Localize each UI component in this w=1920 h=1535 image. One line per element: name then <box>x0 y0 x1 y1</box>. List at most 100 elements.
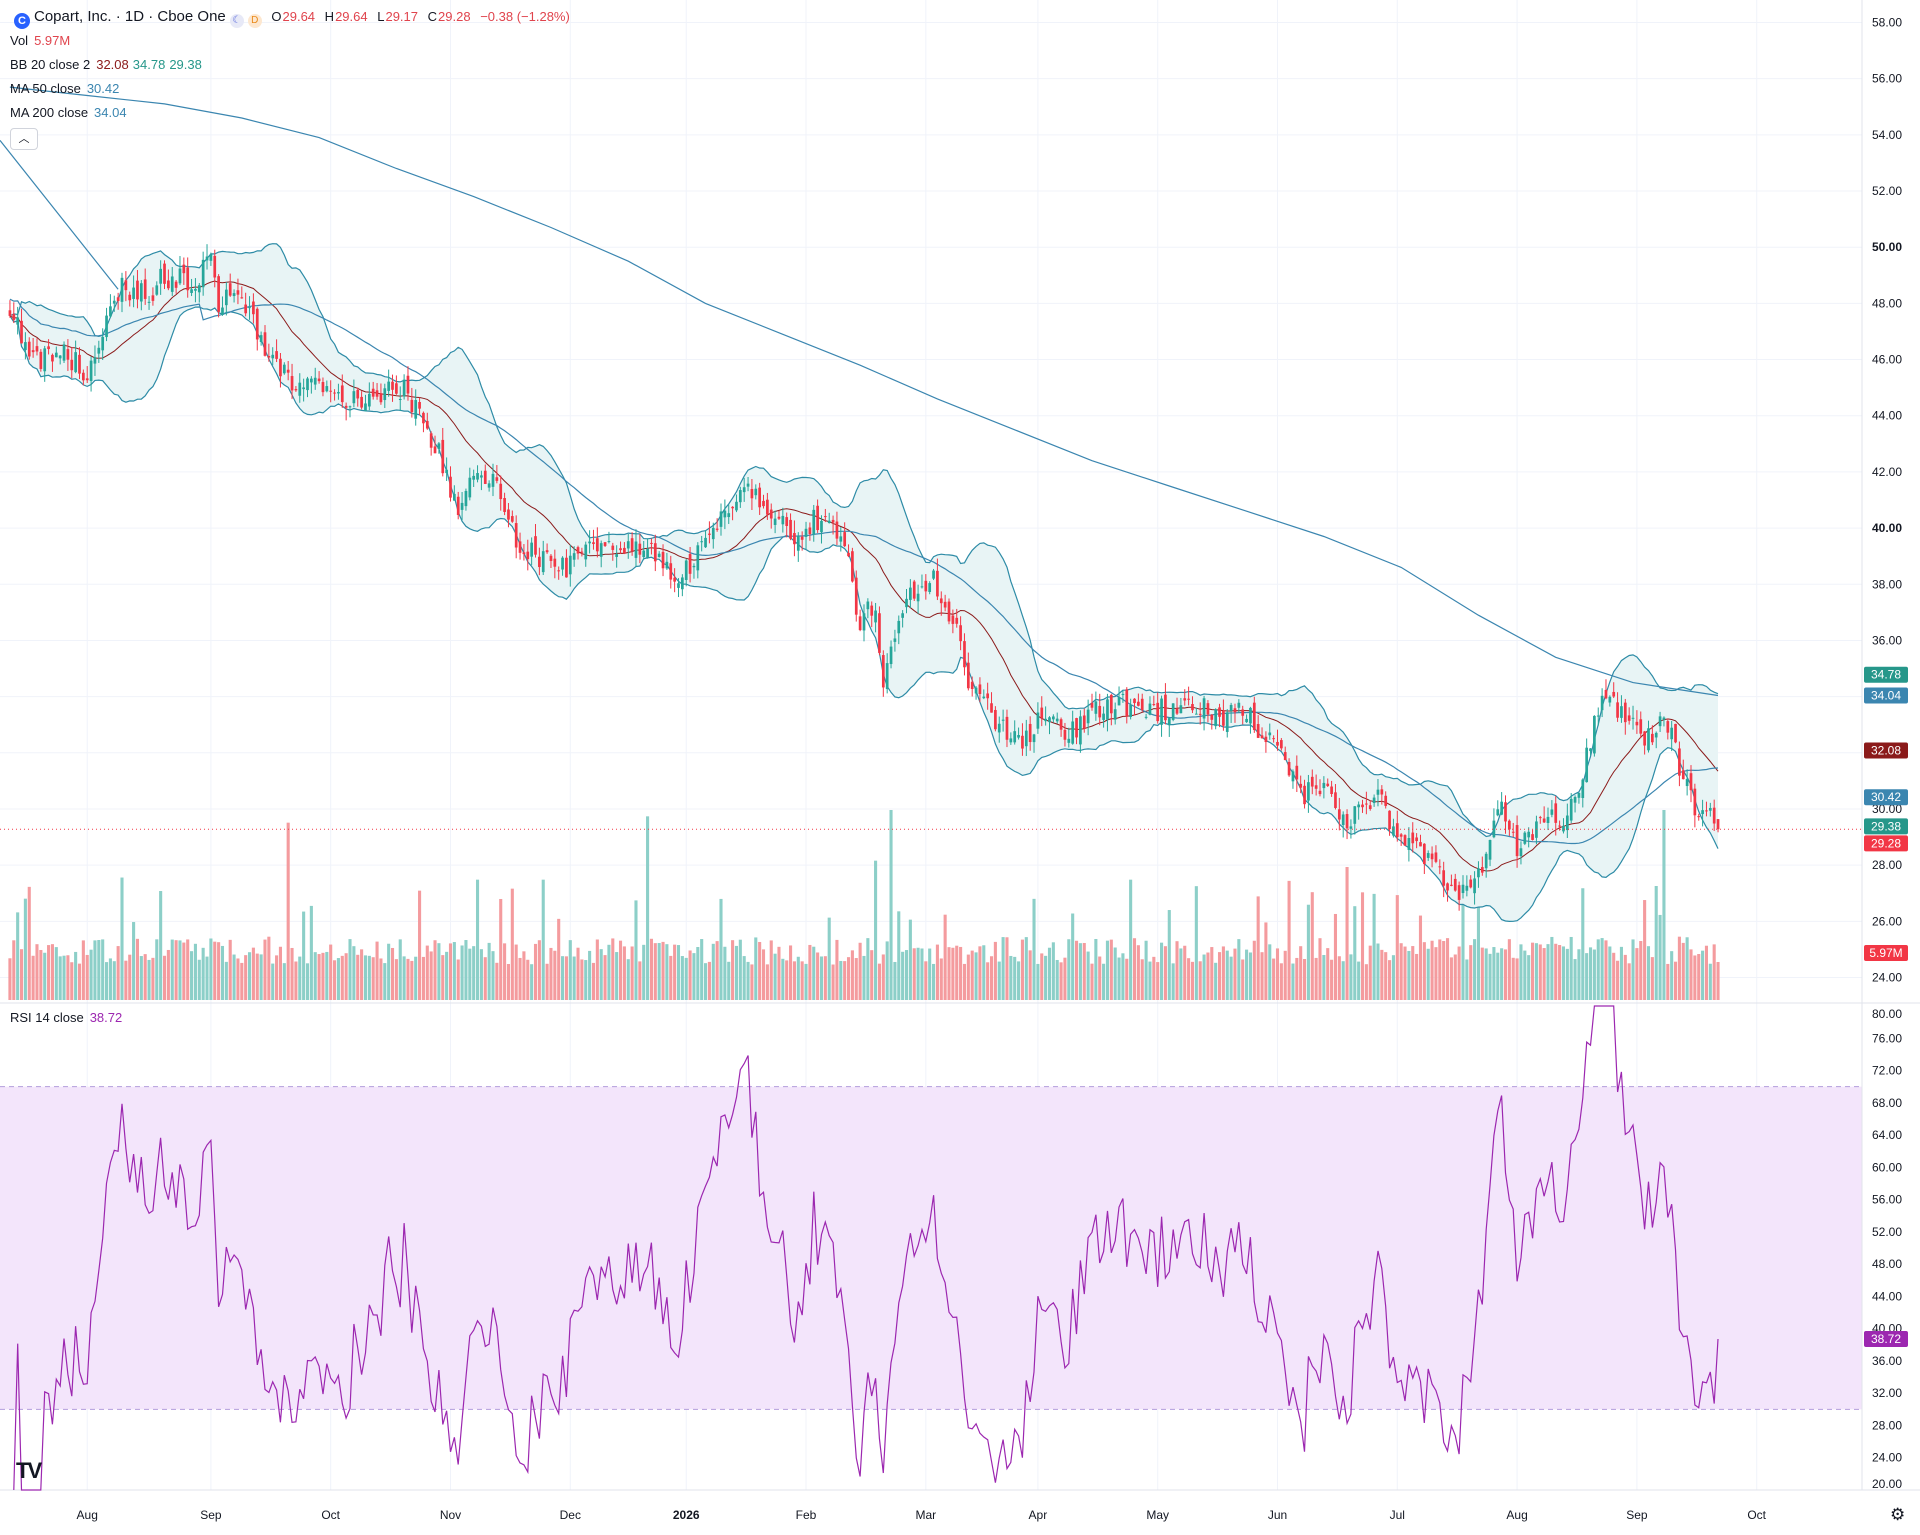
candle-body <box>901 613 904 618</box>
price-badge <box>1864 789 1908 806</box>
volume-bar <box>966 954 970 1000</box>
rsi-legend[interactable]: RSI 14 close 38.72 <box>10 1010 122 1026</box>
volume-bar <box>58 956 62 1000</box>
volume-bar <box>108 958 112 1000</box>
volume-bar <box>1349 954 1353 1000</box>
bb-upper-line <box>9 243 1719 838</box>
volume-bar <box>541 879 545 1000</box>
volume-bar <box>81 940 85 1000</box>
volume-bar <box>1708 963 1712 1000</box>
candle-body <box>255 308 259 340</box>
volume-bar <box>854 958 858 1000</box>
volume-bar <box>1604 940 1608 1000</box>
candle-body <box>1017 734 1020 738</box>
candle-body <box>1094 701 1098 714</box>
volume-bar <box>522 951 526 1000</box>
candle-body <box>916 593 920 602</box>
volume-bar <box>1646 946 1651 1000</box>
volume-bar <box>1279 963 1283 1000</box>
candle-body <box>870 605 874 616</box>
volume-bar <box>545 963 549 1000</box>
candle-body <box>1307 782 1310 801</box>
price-tick-label: 38.00 <box>1872 577 1902 591</box>
symbol-title[interactable]: Copart, Inc. · 1D · Cboe One <box>34 8 226 25</box>
candle-body <box>978 684 982 694</box>
volume-bar <box>1623 954 1627 1000</box>
candle-body <box>1415 837 1418 842</box>
volume-bar <box>116 946 120 1000</box>
bb-legend[interactable]: BB 20 close 2 32.08 34.78 29.38 <box>10 57 202 73</box>
candle-body <box>1357 804 1361 808</box>
candle-body <box>1426 853 1430 858</box>
candle-body <box>321 382 325 393</box>
volume-bar <box>54 947 58 1000</box>
volume-bar <box>1434 947 1438 1000</box>
candle-body <box>510 516 514 522</box>
candle-body <box>1508 820 1511 830</box>
candle-body <box>1334 792 1337 808</box>
ma50-legend[interactable]: MA 50 close 30.42 <box>10 81 119 97</box>
volume-bar <box>1287 880 1291 1000</box>
candle-body <box>936 570 939 597</box>
time-axis[interactable]: Aug Sep Oct Nov Dec 2026 Feb Mar Apr May Jun Jul Aug… <box>77 1508 1767 1522</box>
volume-bar <box>557 918 561 1000</box>
candle-body <box>43 348 47 372</box>
volume-bar <box>503 943 507 1000</box>
volume-bar <box>1109 939 1113 1000</box>
candle-body <box>109 306 112 317</box>
symbol-legend[interactable]: C Copart, Inc. · 1D · Cboe One ☾ D O29.64 H… <box>10 9 570 29</box>
candle-body <box>1295 765 1299 780</box>
candle-body <box>1573 796 1577 803</box>
candle-body <box>105 315 108 338</box>
rsi-tick-label: 68.00 <box>1872 1096 1902 1110</box>
volume-bar <box>1445 938 1450 1000</box>
volume-bar <box>789 945 793 1000</box>
candle-body <box>538 556 541 568</box>
candle-body <box>228 283 232 296</box>
price-tick-label: 46.00 <box>1872 353 1902 367</box>
candle-body <box>1388 810 1391 829</box>
candle-body <box>1361 804 1364 808</box>
volume-bar <box>170 939 174 1000</box>
candle-body <box>1024 730 1028 747</box>
candle-body <box>909 587 912 600</box>
volume-bar <box>479 949 483 1000</box>
volume-bar <box>1105 940 1110 1000</box>
ma50-label: MA 50 close <box>10 81 81 96</box>
volume-bar <box>259 954 263 1000</box>
candle-body <box>831 519 835 523</box>
candle-body <box>657 553 661 557</box>
rsi-label: RSI 14 close <box>10 1010 84 1025</box>
chevron-up-icon[interactable]: ︿ <box>10 128 38 150</box>
volume-bar <box>1160 942 1164 1000</box>
volume-bar <box>321 952 325 1000</box>
ma200-legend[interactable]: MA 200 close 34.04 <box>10 105 127 121</box>
candle-body <box>1125 689 1129 717</box>
volume-bar <box>1693 955 1697 1000</box>
volume-bar <box>1044 955 1048 1000</box>
candle-body <box>116 297 120 301</box>
volume-bar <box>584 960 588 1000</box>
candle-body <box>201 259 205 288</box>
volume-bar <box>1519 944 1523 1000</box>
volume-bar <box>514 944 518 1000</box>
volume-bar <box>1144 940 1148 1000</box>
volume-bar <box>1330 959 1334 1000</box>
tradingview-logo[interactable]: TV <box>16 1458 42 1483</box>
rsi-tick-label: 44.00 <box>1872 1289 1902 1303</box>
gear-icon[interactable]: ⚙ <box>1890 1505 1906 1524</box>
volume-bar <box>711 943 715 1000</box>
volume-bar <box>336 958 340 1000</box>
candle-body <box>1175 708 1179 714</box>
volume-bar <box>758 941 762 1000</box>
candle-body <box>1048 717 1051 723</box>
price-tick-label: 56.00 <box>1872 72 1902 86</box>
candle-body <box>816 505 819 531</box>
volume-bar <box>1465 959 1469 1000</box>
candle-body <box>1171 703 1175 720</box>
candle-body <box>27 341 31 357</box>
vol-legend[interactable]: Vol 5.97M <box>10 33 70 49</box>
rsi-axis[interactable]: 80.00 76.00 72.00 68.00 64.00 60.00 56.00 52.00… <box>1872 1007 1902 1491</box>
candle-body <box>1658 716 1662 727</box>
